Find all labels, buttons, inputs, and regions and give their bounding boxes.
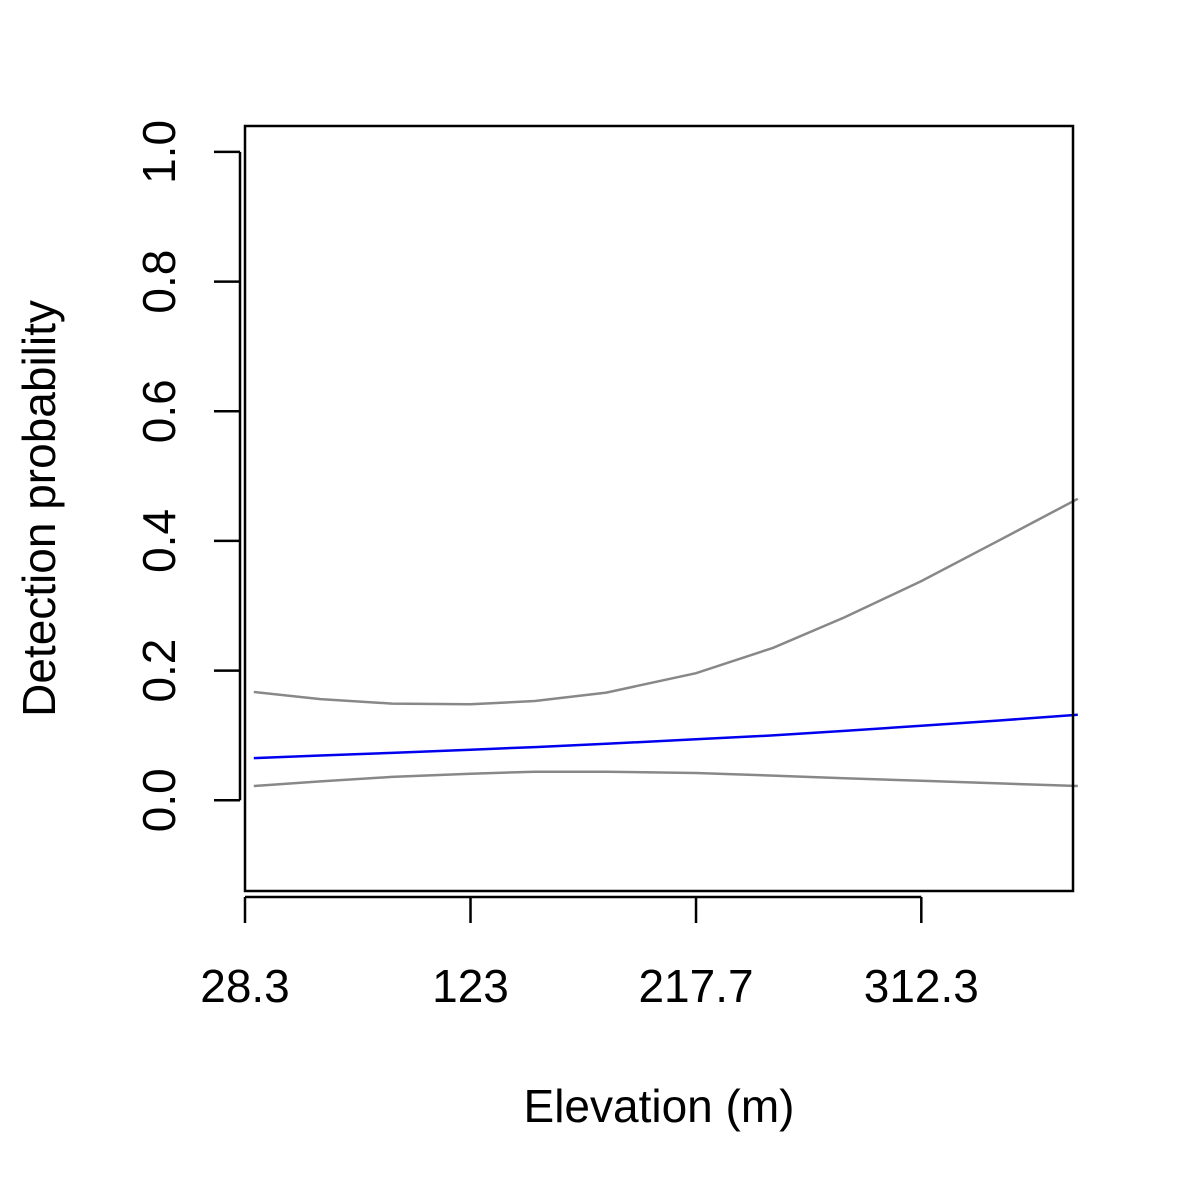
y-tick-label: 0.4: [133, 509, 185, 573]
series-line-upper: [253, 497, 1079, 706]
y-tick-label: 1.0: [133, 120, 185, 184]
series-layer: [253, 497, 1079, 788]
x-tick-label: 312.3: [864, 960, 979, 1012]
series-line-lower: [253, 770, 1078, 788]
x-axis-title: Elevation (m): [524, 1080, 795, 1132]
y-axis-title: Detection probability: [13, 300, 65, 717]
y-tick-label: 0.0: [133, 768, 185, 832]
x-tick-label: 123: [432, 960, 509, 1012]
series-line-estimate: [253, 713, 1078, 760]
y-axis: 0.0 0.2 0.4 0.6 0.8 1.0: [133, 120, 242, 832]
x-axis: 28.3 123 217.7 312.3: [200, 895, 979, 1012]
y-tick-label: 0.8: [133, 250, 185, 314]
y-tick-label: 0.6: [133, 379, 185, 443]
y-tick-label: 0.2: [133, 639, 185, 703]
x-tick-label: 28.3: [200, 960, 290, 1012]
plot-frame: [243, 124, 1075, 893]
x-tick-label: 217.7: [638, 960, 753, 1012]
